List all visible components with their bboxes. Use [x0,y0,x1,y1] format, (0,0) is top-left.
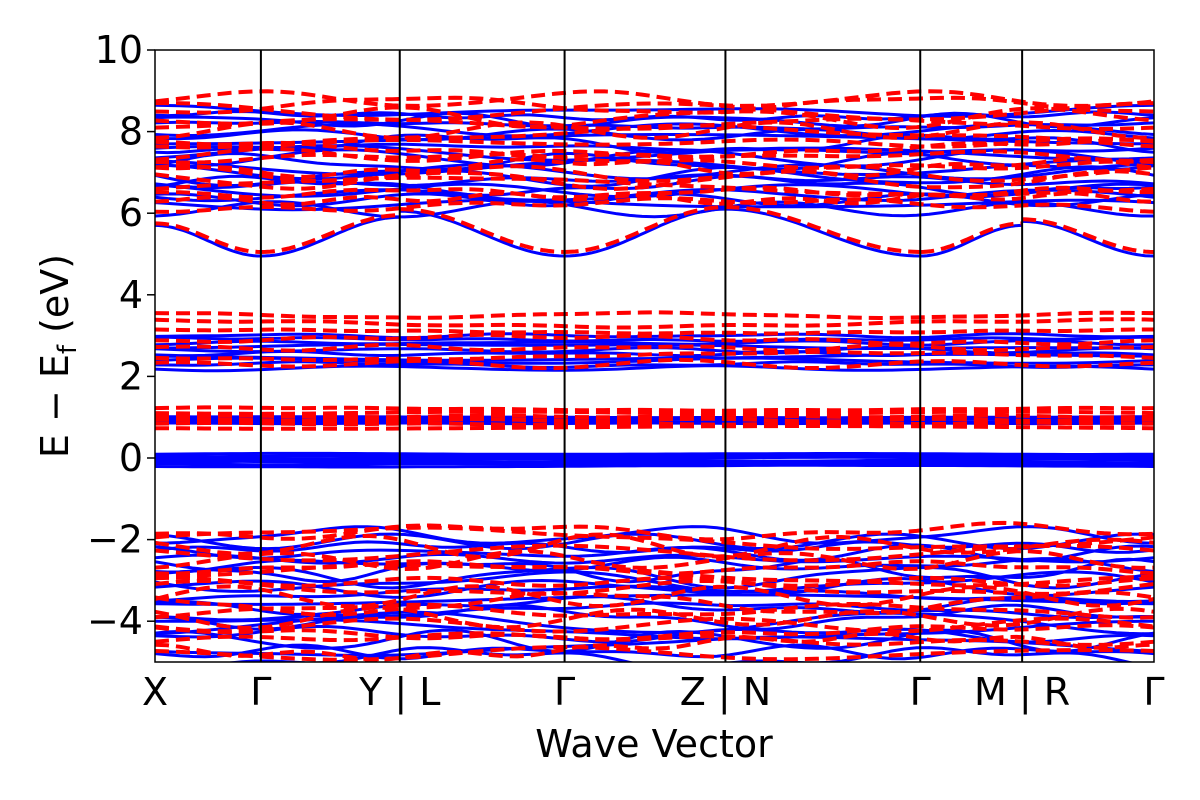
dashed-band-line [155,420,1154,427]
dashed-band-line [155,416,1154,424]
solid-lowest-conduction-band [260,215,400,258]
solid-band-line [155,603,1154,631]
dashed-band-line [155,605,1154,630]
y-tick-label: 4 [119,273,143,317]
dashed-band-line [155,327,1154,336]
solid-band-line [155,624,1154,644]
solid-band-line [155,643,1154,661]
solid-band-line [155,339,1154,347]
y-tick-label: 2 [119,354,143,398]
solid-band-line [225,646,1135,662]
kpoint-label: Γ [1143,670,1164,714]
solid-band-line [155,335,1154,343]
solid-band-line [155,332,1154,340]
dashed-band-line [155,424,1154,431]
y-tick-label: −2 [87,518,143,562]
solid-lowest-conduction-band [1022,219,1154,258]
solid-band-line [155,635,1154,657]
solid-band-line [155,360,1154,369]
y-axis: 10 8 6 4 2 0 −2 −4 [87,28,155,643]
x-axis-title: Wave Vector [535,722,773,766]
dashed-band-line [155,584,1154,609]
kpoint-label: M | R [974,670,1070,715]
solid-band-line [155,158,1154,177]
kpoint-dividers [259,50,1024,662]
dashed-lowest-conduction-band [399,207,565,254]
solid-band-line [155,103,1154,118]
y-axis-title-main: E − E [33,354,77,458]
solid-lowest-conduction-band [920,223,1023,258]
solid-lowest-conduction-band [399,209,565,258]
dashed-band-line [155,405,1154,413]
y-tick-label: 10 [95,28,143,72]
dashed-lowest-conduction-band [725,205,921,254]
y-tick-label: −4 [87,599,143,643]
dashed-band-line [155,120,1154,140]
solid-band-line [155,163,1154,181]
y-tick-label: 0 [119,436,143,480]
dashed-band-line [155,317,1154,330]
solid-band-line [155,142,1154,155]
dashed-band-line [155,532,1154,560]
dashed-lowest-conduction-band [920,221,1023,254]
kpoint-label: X [142,670,168,714]
plot-frame [154,49,1155,663]
kpoint-label: Γ [910,670,931,714]
kpoint-label: Z | N [680,670,771,715]
solid-band-line [155,133,1154,146]
solid-band-line [155,199,1154,219]
solid-band-line [155,584,1154,604]
solid-lowest-conduction-band [564,207,726,258]
solid-band-line [155,610,1154,636]
solid-band-line [155,198,1154,212]
solid-band-line [155,188,1154,203]
dashed-bands-group [155,89,1154,662]
solid-band-line [155,133,1154,155]
solid-lowest-conduction-band [155,223,261,258]
dashed-band-line [155,349,1154,363]
solid-lowest-conduction-band [725,207,921,258]
y-tick-label: 6 [119,191,143,235]
y-axis-title: E − Ef (eV) [33,254,83,458]
solid-band-line [155,174,1154,197]
solid-band-line [155,525,1154,545]
dashed-band-line [155,409,1154,416]
solid-band-line [155,451,1154,456]
solid-band-line [155,555,1154,574]
solid-band-line [155,540,1154,554]
solid-band-line [155,557,1154,584]
dashed-band-line [155,413,1154,420]
dashed-lowest-conduction-band [1022,217,1154,254]
x-axis: X Γ Y | L Γ Z | N Γ M | R Γ [142,670,1165,715]
dashed-band-line [155,549,1154,572]
y-tick-label: 8 [119,110,143,154]
solid-band-line [155,364,1154,373]
dashed-lowest-conduction-band [155,221,261,254]
kpoint-label: Γ [250,670,271,714]
solid-band-line [155,462,1154,467]
dashed-lowest-conduction-band [260,213,400,254]
solid-band-line [155,570,1154,593]
dashed-lowest-conduction-band [564,205,726,254]
y-axis-title-subscript: f [53,344,83,354]
y-axis-title-unit: (eV) [33,254,77,333]
solid-band-line [155,455,1154,461]
dashed-band-line [155,310,1154,321]
solid-band-line [155,459,1154,465]
kpoint-label: Y | L [358,670,440,715]
solid-band-line [155,151,1154,171]
kpoint-label: Γ [554,670,575,714]
